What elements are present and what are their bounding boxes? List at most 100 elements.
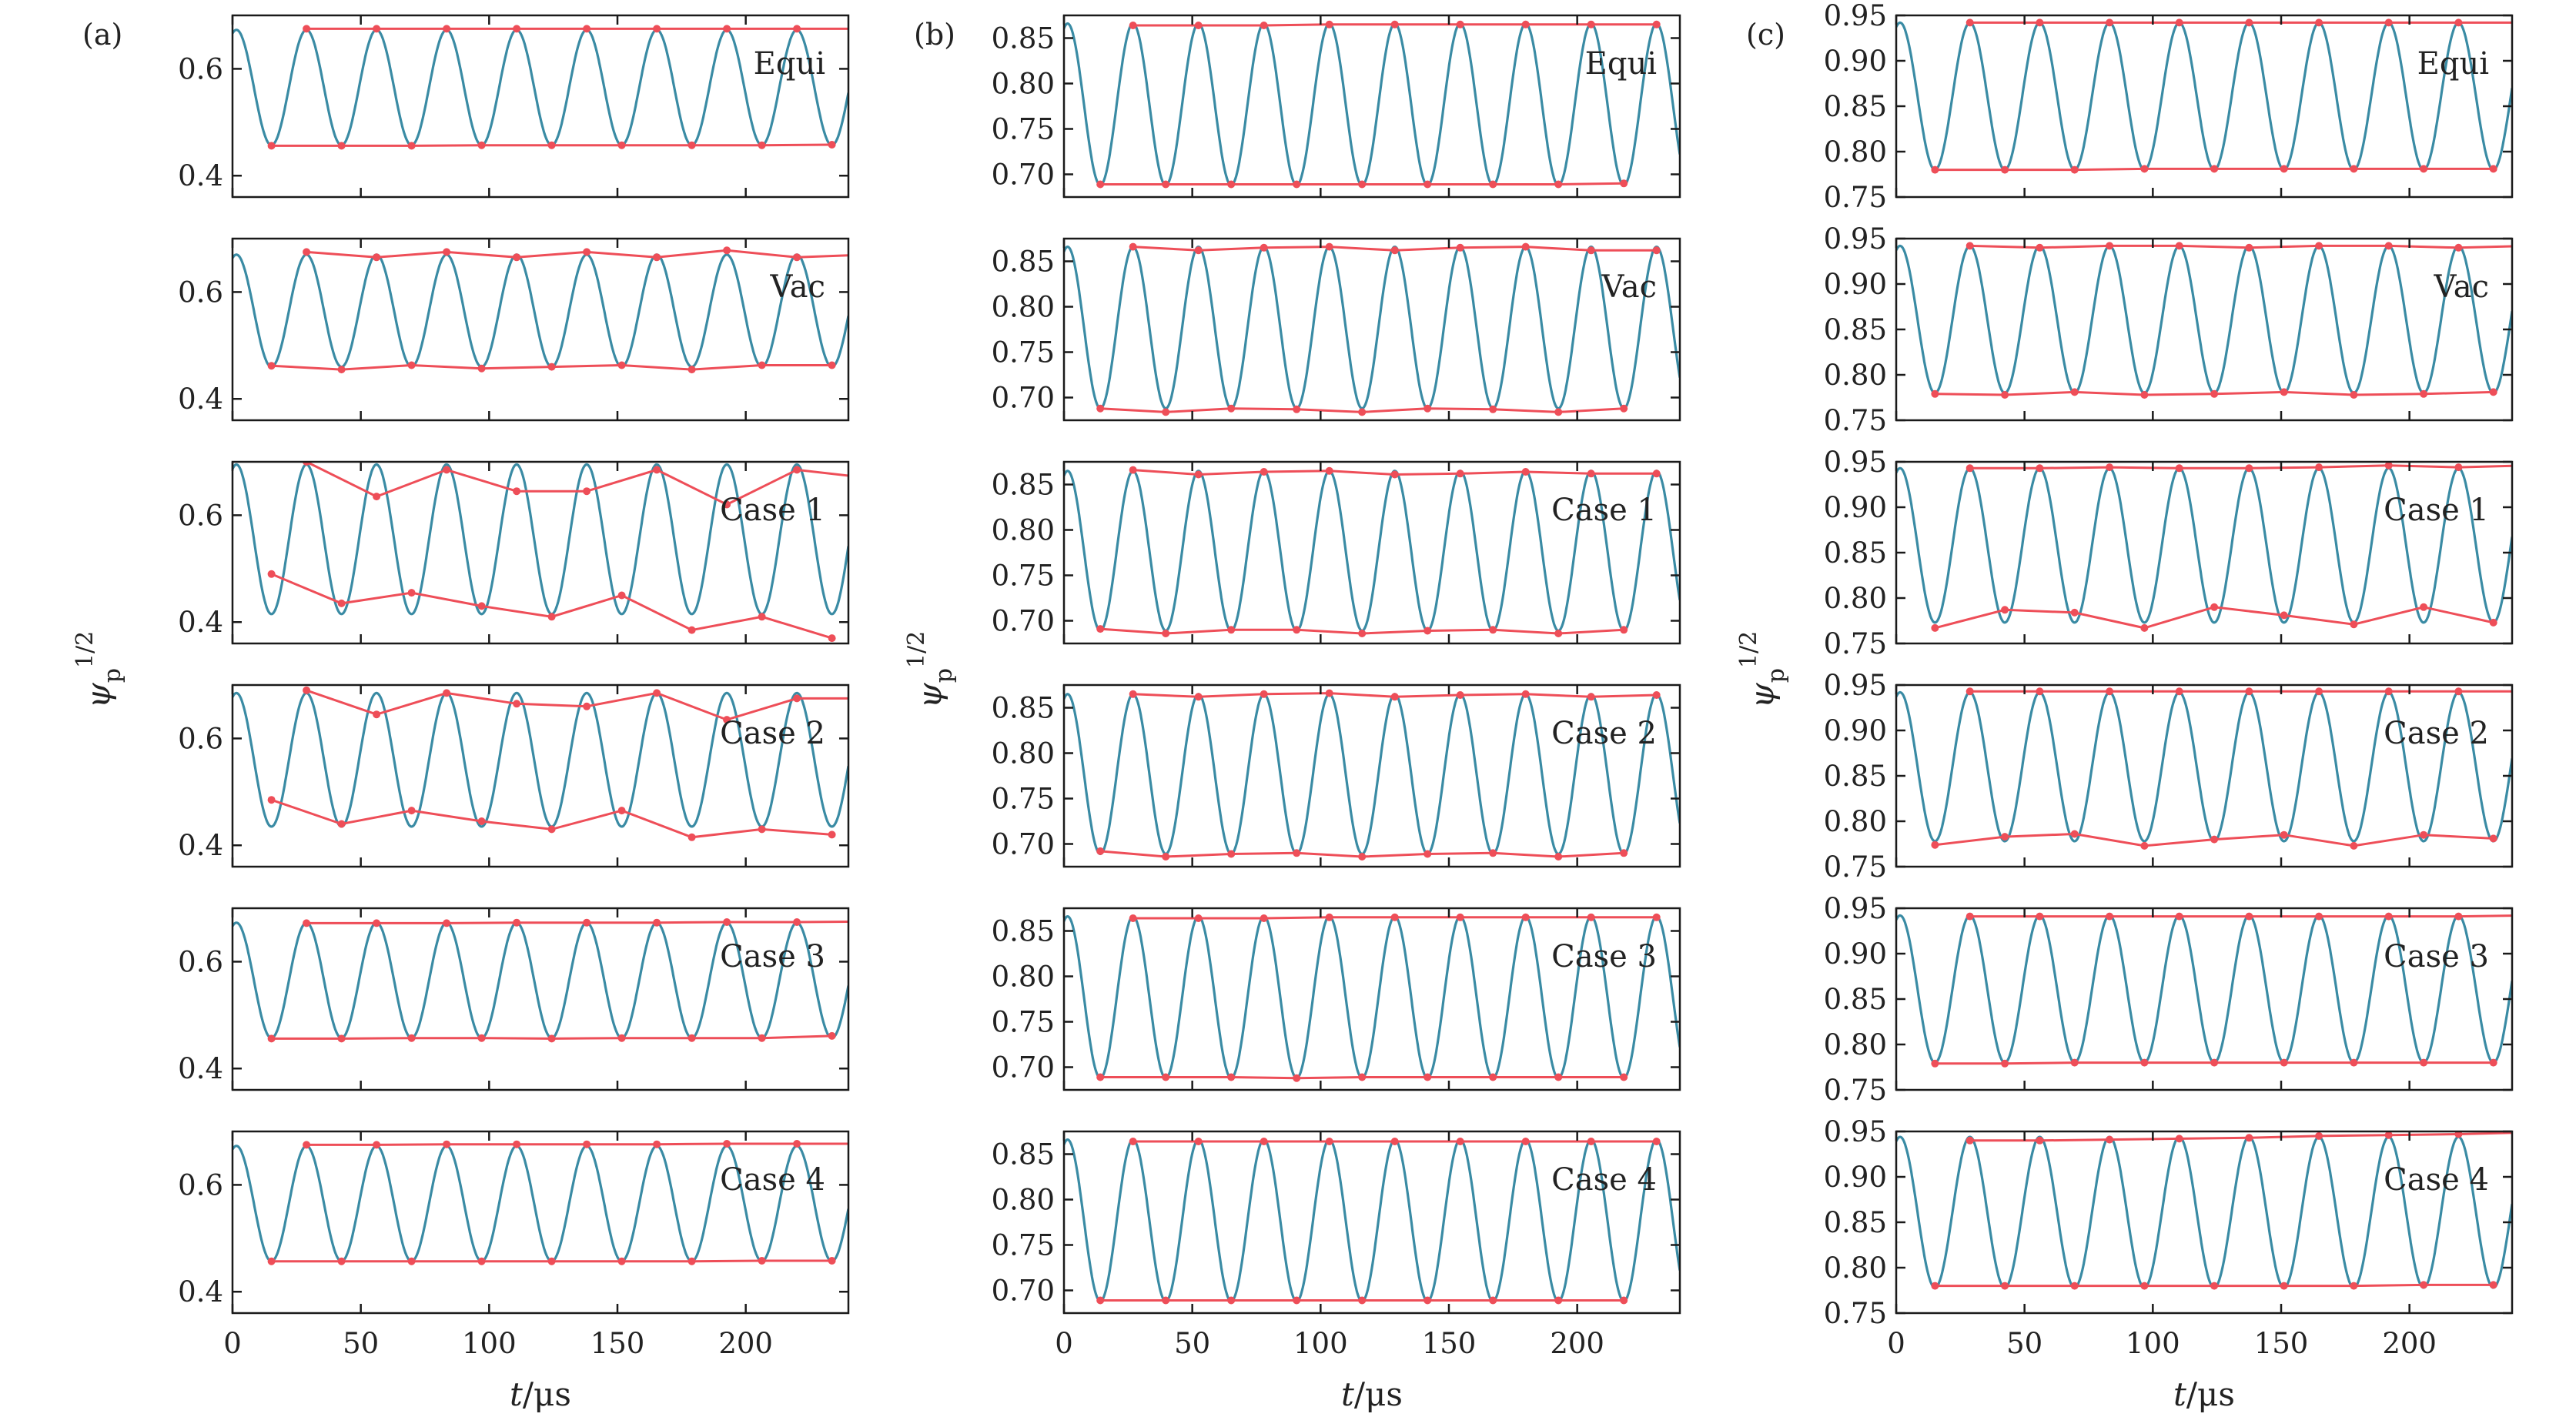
lower-envelope-point <box>2350 391 2358 399</box>
upper-envelope-point <box>2245 687 2253 696</box>
upper-envelope-point <box>2175 242 2183 250</box>
lower-envelope-point <box>1931 1282 1939 1290</box>
lower-envelope-point <box>2489 834 2497 843</box>
x-tick-label: 150 <box>1422 1327 1477 1360</box>
upper-envelope-point <box>1260 22 1268 29</box>
upper-envelope-point <box>723 1140 731 1148</box>
lower-envelope-point <box>2420 1281 2428 1289</box>
lower-envelope-point <box>1489 626 1497 634</box>
upper-envelope-point <box>1652 246 1661 255</box>
upper-envelope-point <box>1521 1138 1530 1145</box>
y-tick-label: 0.75 <box>1824 404 1887 437</box>
upper-envelope-point <box>2384 18 2393 27</box>
lower-envelope-point <box>2210 603 2219 611</box>
lower-envelope-point <box>1096 1296 1105 1305</box>
upper-envelope-point <box>583 25 591 33</box>
upper-envelope-point <box>1587 20 1595 28</box>
lower-envelope-point <box>1096 180 1105 189</box>
upper-envelope-point <box>373 25 381 33</box>
lower-envelope-point <box>1620 626 1628 634</box>
upper-envelope-point <box>793 253 801 262</box>
lower-envelope-point <box>1554 630 1563 637</box>
subplot-case-3: 0.4 0.6 Case 3 <box>178 907 850 1091</box>
upper-envelope-point <box>863 25 871 32</box>
lower-envelope-point <box>2280 165 2288 173</box>
upper-envelope-point <box>1129 22 1137 29</box>
upper-envelope-point <box>2315 463 2323 472</box>
upper-envelope-point <box>2454 687 2463 696</box>
lower-envelope-point <box>758 825 766 834</box>
lower-envelope-point <box>1358 180 1367 189</box>
lower-envelope-point <box>758 141 766 149</box>
y-tick-label: 0.80 <box>992 961 1055 994</box>
upper-envelope-point <box>1260 914 1268 922</box>
series-line <box>1896 914 2512 1064</box>
case-label: Equi <box>2417 46 2489 82</box>
lower-envelope-point <box>1489 180 1497 189</box>
y-tick-label: 0.75 <box>1824 851 1887 884</box>
lower-envelope-point <box>1554 408 1563 416</box>
upper-envelope-point <box>1456 1138 1464 1145</box>
lower-envelope-point <box>687 141 696 149</box>
upper-envelope-point <box>583 918 591 927</box>
upper-envelope-point <box>863 694 871 702</box>
subplot-case-2: 0.4 0.6 Case 2 <box>178 683 871 868</box>
upper-envelope-point <box>2315 18 2323 27</box>
plot-frame <box>231 14 850 199</box>
upper-envelope-point <box>2036 1136 2044 1145</box>
upper-envelope-point <box>1129 914 1137 922</box>
lower-envelope-point <box>828 141 836 149</box>
lower-envelope-point <box>2420 830 2428 839</box>
lower-envelope-point <box>477 817 486 825</box>
lower-envelope-point <box>2420 165 2428 173</box>
case-label: Case 2 <box>1551 716 1657 751</box>
upper-envelope-point <box>2175 18 2183 27</box>
y-tick-label: 0.70 <box>992 828 1055 861</box>
plot-frame <box>1062 683 1681 868</box>
panel-label: (c) <box>1746 18 1785 52</box>
lower-envelope-point <box>1293 405 1301 413</box>
upper-envelope-point <box>2175 1135 2183 1143</box>
upper-envelope-point <box>2524 462 2532 470</box>
upper-envelope-point <box>2245 464 2253 473</box>
upper-envelope-point <box>1521 468 1530 476</box>
series-line <box>1896 244 2512 395</box>
lower-envelope-point <box>2350 165 2358 173</box>
series-line <box>233 1145 848 1263</box>
x-axis-label: t/μs <box>1341 1375 1403 1413</box>
upper-envelope-point <box>2106 463 2114 472</box>
lower-envelope-point <box>2489 1058 2497 1067</box>
lower-envelope-point <box>547 1257 556 1265</box>
upper-envelope-point <box>2315 687 2323 696</box>
y-tick-label: 0.4 <box>178 159 223 192</box>
y-tick-label: 0.75 <box>992 113 1055 146</box>
upper-envelope-point <box>1456 691 1464 699</box>
subplot-case-2: 0.70 0.75 0.80 0.85 Case 2 <box>992 683 1681 868</box>
lower-envelope-point <box>2070 1058 2079 1067</box>
upper-envelope-point <box>443 919 451 927</box>
lower-envelope-point <box>1227 404 1236 413</box>
subplot-case-3: 0.75 0.80 0.85 0.90 0.95 Case 3 <box>1824 892 2514 1107</box>
lower-envelope-point <box>1227 850 1236 858</box>
upper-envelope-point <box>2384 1131 2393 1139</box>
upper-envelope-point <box>1456 470 1464 478</box>
upper-envelope-point <box>1652 20 1661 28</box>
y-tick-label: 0.85 <box>992 246 1055 279</box>
subplot-case-1: 0.70 0.75 0.80 0.85 Case 1 <box>992 460 1681 645</box>
y-tick-label: 0.6 <box>178 276 223 309</box>
upper-envelope-point <box>2245 18 2253 27</box>
lower-envelope-point <box>758 1034 766 1042</box>
lower-envelope-point <box>1931 1059 1939 1068</box>
y-tick-label: 0.75 <box>992 336 1055 369</box>
lower-envelope-point <box>1931 841 1939 849</box>
x-tick-label: 50 <box>2006 1327 2042 1360</box>
lower-envelope-point <box>477 1034 486 1042</box>
case-label: Case 1 <box>720 493 825 528</box>
series-line <box>1896 21 2512 172</box>
series-line <box>1896 1135 2512 1289</box>
panel-c: (c)0.750.800.850.900.95Equi0.750.800.850… <box>1735 0 2532 1413</box>
upper-envelope-point <box>1194 470 1203 479</box>
y-tick-label: 0.85 <box>992 692 1055 725</box>
upper-envelope-point <box>303 686 311 694</box>
upper-envelope-point <box>1129 1138 1137 1145</box>
